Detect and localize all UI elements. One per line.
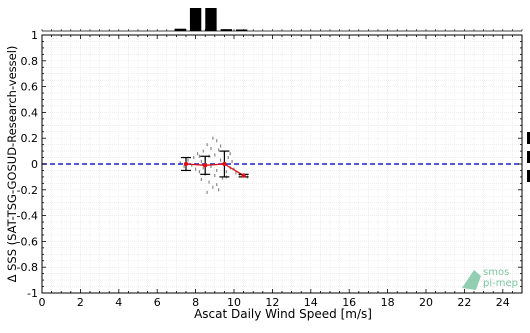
x-tick-label: 24: [496, 296, 510, 309]
x-tick-label: 12: [265, 296, 279, 309]
y-tick-label: 0.2: [21, 132, 39, 145]
scatter-point: [191, 163, 193, 167]
scatter-point: [206, 190, 208, 194]
scatter-point: [179, 161, 181, 165]
right-edge-marks: [527, 132, 530, 182]
x-tick-label: 16: [342, 296, 356, 309]
x-axis-label: Ascat Daily Wind Speed [m/s]: [194, 307, 372, 321]
scatter-point: [231, 159, 233, 163]
x-tick-label: 14: [304, 296, 318, 309]
histogram-bar: [220, 29, 232, 31]
axes-layer: [41, 34, 523, 294]
y-tick-label: 0.8: [21, 55, 39, 68]
scatter-point: [195, 167, 197, 171]
scatter-point: [206, 143, 208, 147]
y-tick-label: -0.2: [17, 184, 38, 197]
scatter-point: [225, 170, 227, 174]
x-tick-label: 8: [192, 296, 199, 309]
logo-leaf-icon: [462, 270, 481, 290]
scatter-point: [229, 152, 231, 156]
scatter-point: [227, 156, 229, 160]
binned-means-layer: [181, 150, 249, 178]
scatter-point: [235, 171, 237, 175]
scatter-point: [196, 152, 199, 156]
x-tick-label: 0: [39, 296, 46, 309]
scatter-point: [200, 159, 202, 163]
scatter-point: [216, 139, 218, 143]
scatter-point: [219, 158, 222, 162]
y-tick-label: 0: [31, 158, 38, 171]
x-tick-label: 10: [227, 296, 241, 309]
histogram-layer: [41, 8, 523, 32]
binned-mean-point: [183, 161, 189, 167]
histogram-bar: [189, 8, 202, 31]
scatter-point: [183, 165, 185, 169]
scatter-point: [210, 147, 212, 151]
y-tick-label: 1: [31, 29, 38, 42]
scatter-point: [216, 183, 218, 187]
y-tick-label: -0.4: [17, 210, 38, 223]
scatter-point: [193, 156, 195, 160]
scatter-point: [219, 144, 222, 148]
binned-mean-point: [241, 173, 246, 178]
y-tick-label: -1: [27, 287, 38, 300]
scatter-point: [198, 154, 201, 158]
y-tick-label: 0.6: [21, 81, 39, 94]
histogram-bar: [236, 29, 248, 31]
scatter-point: [218, 148, 220, 152]
scatter-point: [198, 170, 201, 174]
binned-mean-point: [222, 161, 227, 167]
y-axis-label: Δ SSS (SAT-TSG-GOSUD-Research-vessel): [5, 46, 19, 283]
scatter-point: [214, 153, 216, 157]
smos-pimep-logo: smos pi-mep: [462, 267, 518, 290]
scatter-point: [210, 165, 212, 169]
logo-line2: pi-mep: [483, 278, 518, 289]
scatter-point: [221, 176, 224, 180]
x-tick-label: 6: [154, 296, 161, 309]
tick-labels-layer: 0 2 4 6 8 10 12 14 16 18 20 22 24-1-0.8-0.6-0.4-0.20…: [17, 29, 510, 309]
scatter-point: [202, 166, 204, 170]
x-tick-label: 2: [77, 296, 84, 309]
scatter-point: [218, 188, 220, 192]
histogram-bar: [205, 8, 217, 31]
scatter-point: [212, 136, 214, 140]
logo-line1: smos: [483, 267, 509, 278]
scatter-point: [214, 174, 216, 178]
x-tick-label: 4: [115, 296, 122, 309]
y-tick-label: -0.8: [17, 261, 38, 274]
scatter-layer: [179, 136, 249, 194]
y-tick-label: 0.4: [21, 106, 39, 119]
x-tick-label: 20: [419, 296, 433, 309]
histogram-bar: [174, 28, 186, 31]
scatter-point: [187, 158, 189, 162]
scatter-point: [216, 168, 218, 172]
binned-mean-point: [203, 163, 208, 168]
x-tick-label: 22: [457, 296, 471, 309]
scatter-point: [212, 185, 214, 189]
x-tick-label: 18: [381, 296, 395, 309]
y-tick-label: -0.6: [17, 235, 38, 248]
scatter-point: [202, 149, 204, 153]
scatter-point: [208, 180, 210, 184]
binned-mean-line: [185, 163, 244, 177]
scatter-point: [200, 177, 202, 181]
